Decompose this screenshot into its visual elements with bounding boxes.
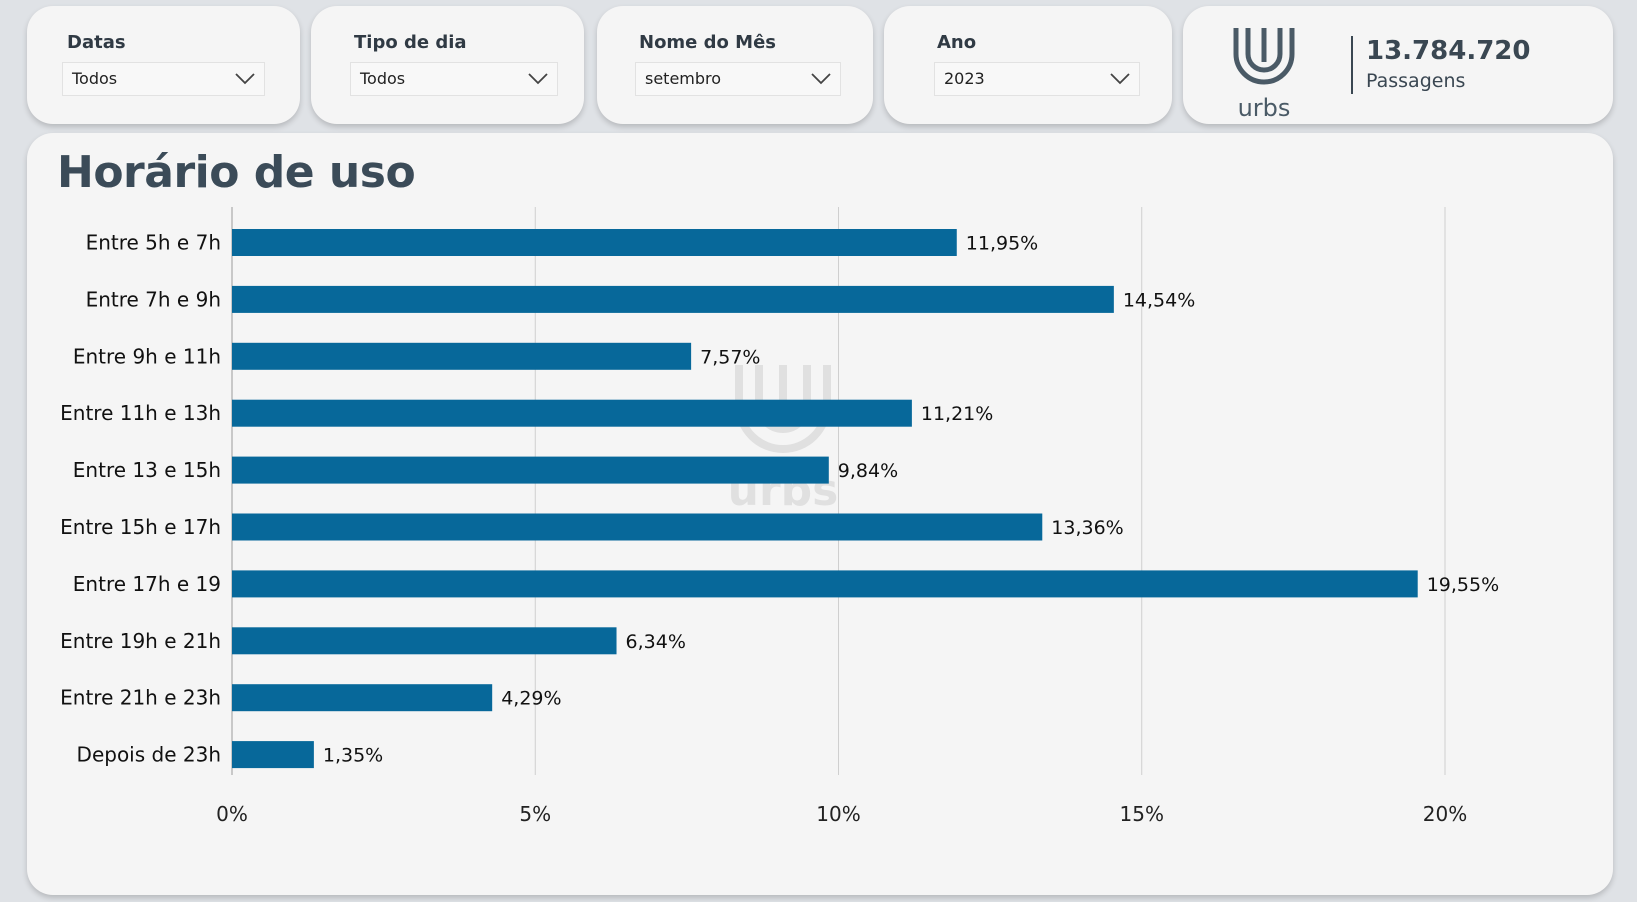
kpi-divider (1351, 36, 1353, 94)
filter-value-datas: Todos (72, 69, 118, 88)
filter-value-tipo-de-dia: Todos (360, 69, 406, 88)
data-label: 11,21% (921, 403, 993, 425)
filter-card-nome-do-mes: Nome do Mês setembro (597, 6, 873, 124)
filter-label-datas: Datas (67, 32, 126, 53)
filter-label-tipo-de-dia: Tipo de dia (354, 32, 467, 53)
kpi-card-passagens: urbs 13.784.720 Passagens (1183, 6, 1613, 124)
filter-label-nome-do-mes: Nome do Mês (639, 32, 777, 53)
chevron-down-icon (528, 73, 548, 85)
bar[interactable] (232, 285, 1114, 313)
urbs-logo: urbs (1233, 28, 1295, 120)
kpi-label: Passagens (1366, 70, 1466, 92)
data-label: 6,34% (626, 631, 686, 653)
bar-chart: 0% 5% 10% 15% 20% urbs Entre 5h e 7h 11,95% Entr… (60, 207, 1499, 826)
bar[interactable] (232, 684, 493, 712)
chevron-down-icon (1110, 73, 1130, 85)
filter-card-ano: Ano 2023 (884, 6, 1172, 124)
data-label: 13,36% (1051, 517, 1123, 539)
filter-card-tipo-de-dia: Tipo de dia Todos (311, 6, 584, 124)
category-label: Entre 5h e 7h (86, 231, 221, 255)
data-label: 1,35% (323, 745, 383, 767)
category-label: Entre 11h e 13h (60, 401, 221, 425)
filter-dropdown-datas[interactable]: Todos (62, 62, 265, 96)
data-label: 9,84% (838, 460, 898, 482)
x-tick-label: 10% (816, 802, 860, 826)
x-tick-label: 5% (519, 802, 551, 826)
chevron-down-icon (811, 73, 831, 85)
x-tick-label: 20% (1423, 802, 1467, 826)
chart-card-horario-de-uso: Horário de uso 0% 5% 10% 15% 20% urbs Entre 5h… (27, 133, 1613, 895)
bar[interactable] (232, 229, 957, 256)
filter-label-ano: Ano (937, 32, 977, 53)
bar[interactable] (232, 342, 692, 370)
data-label: 14,54% (1123, 289, 1195, 311)
category-label: Entre 9h e 11h (73, 344, 221, 368)
x-tick-label: 15% (1120, 802, 1164, 826)
category-label: Entre 21h e 23h (60, 686, 221, 710)
filter-dropdown-tipo-de-dia[interactable]: Todos (350, 62, 558, 96)
category-label: Entre 19h e 21h (60, 629, 221, 653)
data-label: 11,95% (966, 233, 1038, 255)
filter-value-ano: 2023 (944, 69, 985, 88)
filter-value-nome-do-mes: setembro (645, 69, 722, 88)
chevron-down-icon (235, 73, 255, 85)
x-tick-label: 0% (216, 802, 248, 826)
category-label: Entre 7h e 9h (86, 287, 221, 311)
category-label: Entre 17h e 19 (73, 572, 221, 596)
bar[interactable] (232, 513, 1043, 541)
urbs-watermark: urbs (728, 365, 838, 516)
filter-dropdown-ano[interactable]: 2023 (934, 62, 1140, 96)
data-label: 7,57% (700, 346, 760, 368)
bar[interactable] (232, 627, 617, 655)
data-label: 4,29% (501, 688, 561, 710)
bar[interactable] (232, 741, 314, 769)
bar[interactable] (232, 399, 912, 427)
bar[interactable] (232, 570, 1418, 598)
kpi-value: 13.784.720 (1366, 36, 1531, 66)
chart-title: Horário de uso (57, 147, 416, 198)
filter-dropdown-nome-do-mes[interactable]: setembro (635, 62, 841, 96)
urbs-logo-text: urbs (1238, 94, 1291, 120)
category-label: Depois de 23h (77, 743, 221, 767)
data-label: 19,55% (1427, 574, 1499, 596)
category-label: Entre 15h e 17h (60, 515, 221, 539)
bar[interactable] (232, 456, 829, 484)
category-label: Entre 13 e 15h (73, 458, 221, 482)
filter-card-datas: Datas Todos (27, 6, 300, 124)
